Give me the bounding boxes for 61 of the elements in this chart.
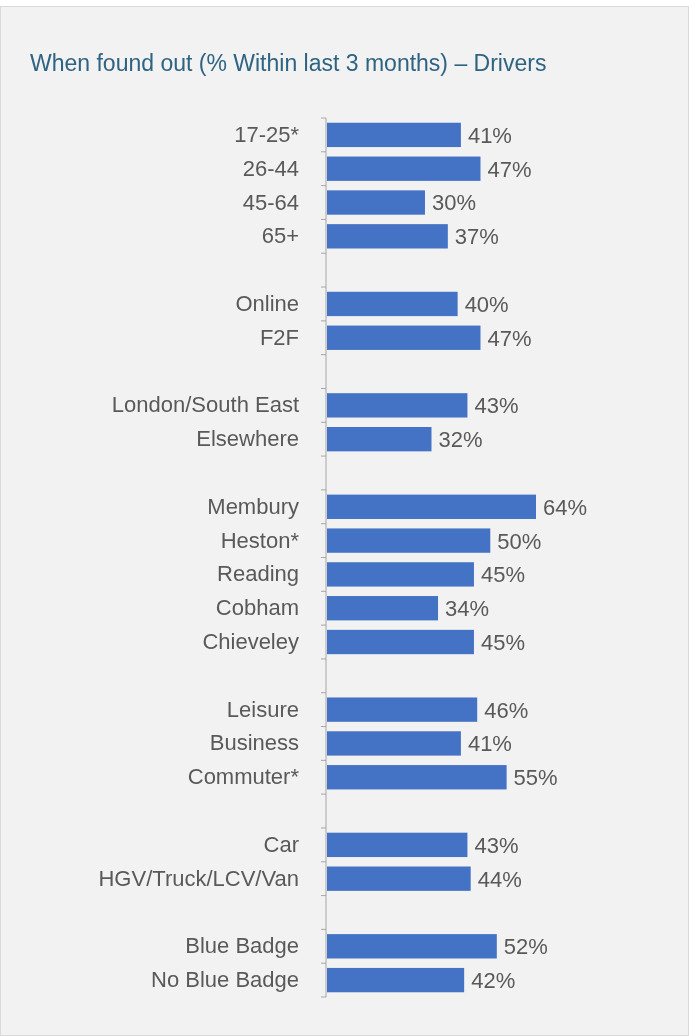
data-label: 47% (487, 156, 532, 182)
y-tick-label: Heston* (220, 527, 300, 553)
data-label: 30% (431, 190, 477, 216)
bar (327, 562, 474, 587)
bar (327, 765, 507, 790)
data-label: 42% (471, 968, 516, 994)
y-tick-label: Elsewhere (196, 426, 299, 452)
data-label: 64% (543, 494, 588, 520)
y-tick-label: Commuter* (187, 764, 300, 790)
bar (327, 934, 497, 959)
bar (327, 291, 458, 317)
bar (327, 156, 481, 181)
data-label: 45% (480, 562, 525, 588)
y-tick-label: 26-44 (242, 155, 299, 181)
y-tick-label: 17-25* (234, 121, 300, 147)
data-label: 46% (484, 697, 529, 723)
bar (327, 190, 425, 215)
bar (327, 697, 478, 722)
chart-title: When found out (% Within last 3 months) – Drivers (30, 50, 547, 76)
bar (327, 967, 465, 993)
y-tick-label: HGV/Truck/LCV/Van (98, 865, 299, 891)
bar (327, 629, 474, 655)
data-label: 50% (497, 528, 542, 554)
y-tick-label: Chieveley (202, 629, 299, 655)
data-label: 43% (474, 393, 519, 419)
data-label: 41% (467, 731, 512, 757)
data-label: 52% (503, 934, 548, 960)
y-tick-label: Blue Badge (185, 933, 299, 959)
y-tick-label: 45-64 (242, 189, 299, 215)
y-tick-label: Leisure (226, 696, 299, 722)
bar (327, 224, 448, 249)
data-label: 37% (454, 224, 499, 250)
y-tick-label: London/South East (111, 392, 299, 418)
y-tick-label: Reading (217, 561, 299, 587)
y-tick-label: F2F (259, 324, 299, 350)
y-tick-label: Online (235, 290, 299, 316)
y-tick-label: Business (209, 730, 299, 756)
bar (327, 528, 491, 553)
bar (327, 731, 461, 756)
data-label: 32% (438, 427, 483, 453)
bar (327, 427, 432, 452)
y-tick-label: Membury (207, 493, 299, 519)
data-label: 40% (464, 291, 509, 317)
data-label: 45% (480, 629, 525, 655)
data-label: 44% (477, 866, 522, 892)
bar (327, 393, 468, 418)
data-label: 47% (487, 325, 532, 351)
data-label: 34% (445, 596, 490, 622)
data-label: 41% (467, 122, 512, 148)
bar (327, 494, 536, 519)
data-label: 55% (513, 765, 558, 791)
y-tick-label: 65+ (261, 223, 299, 249)
y-tick-label: No Blue Badge (151, 967, 299, 993)
bar (327, 596, 439, 621)
bar (327, 122, 461, 148)
data-label: 43% (474, 832, 519, 858)
bar (327, 325, 481, 350)
bar (327, 832, 468, 858)
y-tick-label: Car (263, 831, 299, 857)
y-tick-label: Cobham (215, 595, 299, 621)
bar (327, 866, 471, 891)
